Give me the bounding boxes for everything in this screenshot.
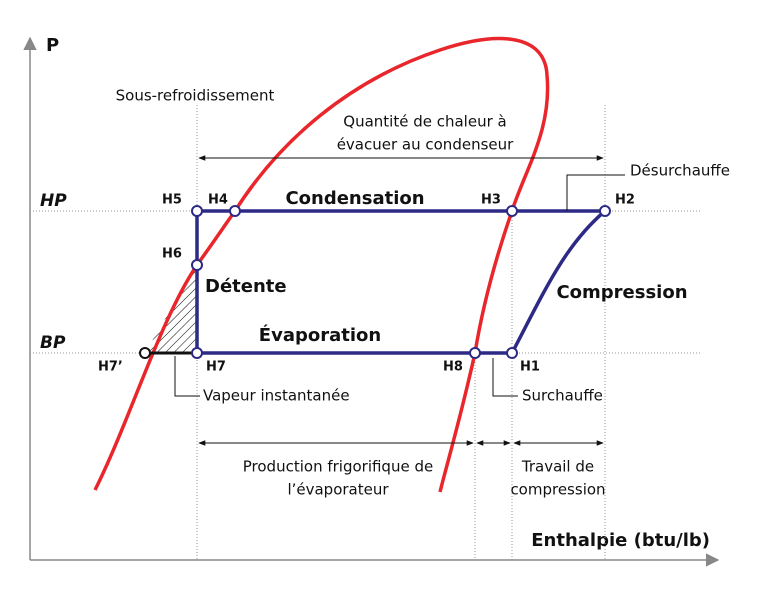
production-line1: Production frigorifique de bbox=[243, 458, 433, 476]
node-h5 bbox=[191, 205, 203, 217]
label-compression: Compression bbox=[556, 282, 687, 303]
label-detente: Détente bbox=[205, 276, 287, 297]
label-condensation: Condensation bbox=[285, 188, 424, 209]
label-h7: H7 bbox=[206, 360, 226, 375]
x-axis-label: Enthalpie (btu/lb) bbox=[531, 530, 710, 551]
chaleur-condenseur-line1: Quantité de chaleur à bbox=[343, 113, 506, 131]
node-h6 bbox=[191, 259, 203, 271]
node-h7 bbox=[191, 347, 203, 359]
node-h3 bbox=[506, 205, 518, 217]
label-h2: H2 bbox=[615, 193, 635, 208]
label-evaporation: Évaporation bbox=[259, 324, 381, 346]
label-h7p: H7’ bbox=[98, 360, 123, 375]
compression-curve bbox=[510, 209, 607, 354]
label-h5: H5 bbox=[162, 193, 182, 208]
surchauffe-leader bbox=[492, 358, 518, 397]
travail-line2: compression bbox=[510, 481, 605, 499]
label-h6: H6 bbox=[162, 247, 182, 262]
vapeur-leader bbox=[174, 356, 200, 397]
surchauffe: Surchauffe bbox=[522, 387, 603, 405]
node-h7p bbox=[139, 347, 151, 359]
desurchauffe: Désurchauffe bbox=[630, 162, 730, 180]
travail-line1: Travail de bbox=[521, 458, 594, 476]
chaleur-condenseur-line2: évacuer au condenseur bbox=[337, 136, 514, 154]
y-axis-label: P bbox=[46, 35, 59, 56]
saturation-curve bbox=[93, 36, 550, 493]
node-h1 bbox=[506, 347, 518, 359]
bp-label: BP bbox=[40, 333, 66, 353]
label-h3: H3 bbox=[481, 193, 501, 208]
node-h8 bbox=[469, 347, 481, 359]
label-h8: H8 bbox=[443, 360, 463, 375]
desurchauffe-leader bbox=[566, 174, 625, 211]
node-h2 bbox=[599, 205, 611, 217]
hp-label: HP bbox=[40, 191, 67, 211]
label-h4: H4 bbox=[208, 193, 228, 208]
label-h1: H1 bbox=[520, 360, 540, 375]
production-line2: l’évaporateur bbox=[287, 481, 389, 499]
vapeur-instantanee: Vapeur instantanée bbox=[203, 387, 350, 405]
node-h4 bbox=[229, 205, 241, 217]
sous-refroidissement: Sous-refroidissement bbox=[116, 87, 275, 105]
